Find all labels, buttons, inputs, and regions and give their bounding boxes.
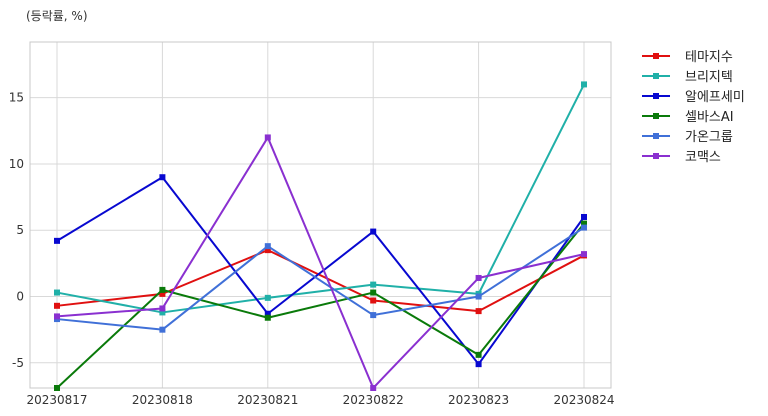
series-point bbox=[54, 385, 60, 391]
series-point bbox=[370, 289, 377, 296]
legend-marker bbox=[653, 73, 659, 79]
series-point bbox=[475, 351, 482, 358]
series-point bbox=[475, 361, 482, 368]
legend-entry-label: 셀바스AI bbox=[685, 110, 734, 125]
y-tick-label: 10 bbox=[9, 157, 24, 171]
legend-marker bbox=[653, 133, 659, 139]
series-point bbox=[159, 326, 166, 333]
series-point bbox=[370, 385, 377, 391]
series-point bbox=[54, 289, 60, 296]
y-unit-label: (등락률, %) bbox=[26, 9, 88, 23]
legend-entry-label: 알에프세미 bbox=[685, 90, 745, 105]
series-point bbox=[264, 294, 271, 301]
series-point bbox=[264, 247, 271, 254]
series-line bbox=[56, 249, 585, 313]
y-tick-label: 5 bbox=[16, 223, 24, 237]
legend-marker bbox=[653, 153, 659, 159]
series-point bbox=[264, 310, 271, 317]
series-point bbox=[475, 293, 482, 300]
series-point bbox=[370, 281, 377, 288]
series-point bbox=[475, 274, 482, 281]
series-line bbox=[56, 226, 585, 331]
series-point bbox=[54, 313, 60, 320]
series-line bbox=[56, 136, 585, 389]
x-tick-label: 20230824 bbox=[553, 393, 614, 407]
series-point bbox=[370, 312, 377, 319]
series-point bbox=[264, 314, 271, 321]
series-point bbox=[581, 213, 587, 220]
series-point bbox=[475, 308, 482, 315]
series-point bbox=[159, 286, 166, 293]
grid bbox=[30, 42, 611, 388]
series-point bbox=[370, 297, 377, 304]
y-tick-label: -5 bbox=[12, 356, 24, 370]
x-tick-label: 20230817 bbox=[26, 393, 87, 407]
series-point bbox=[159, 290, 166, 297]
x-axis-ticks: 20230817 20230818 20230821 20230822 20230823… bbox=[26, 393, 614, 407]
series-point bbox=[581, 81, 587, 88]
series-point bbox=[159, 305, 166, 312]
x-tick-label: 20230818 bbox=[132, 393, 193, 407]
legend-marker bbox=[653, 53, 659, 59]
series-point bbox=[264, 134, 271, 141]
legend-marker bbox=[653, 93, 659, 99]
series-point bbox=[54, 237, 60, 244]
legend-entry-label: 코맥스 bbox=[685, 150, 721, 165]
x-tick-label: 20230822 bbox=[343, 393, 404, 407]
series-point bbox=[264, 243, 271, 250]
legend-entry-label: 테마지수 bbox=[685, 50, 733, 65]
series-point bbox=[159, 174, 166, 181]
legend-marker bbox=[653, 113, 659, 119]
series-point bbox=[54, 302, 60, 309]
series-line bbox=[56, 222, 585, 389]
series-point bbox=[159, 309, 166, 316]
y-tick-label: 0 bbox=[16, 290, 24, 304]
series-point bbox=[581, 224, 587, 231]
series-point bbox=[370, 228, 377, 235]
legend-entry-label: 브리지텍 bbox=[685, 70, 733, 85]
series-point bbox=[581, 251, 587, 258]
series-point bbox=[581, 220, 587, 227]
series-group bbox=[54, 81, 587, 391]
series-line bbox=[56, 176, 585, 366]
x-tick-label: 20230823 bbox=[448, 393, 509, 407]
x-tick-label: 20230821 bbox=[237, 393, 298, 407]
y-tick-label: 15 bbox=[9, 91, 24, 105]
legend-entry-label: 가온그룹 bbox=[685, 130, 733, 145]
plot-area-frame bbox=[29, 41, 612, 389]
y-axis-ticks: -5 0 5 10 15 bbox=[9, 91, 24, 370]
